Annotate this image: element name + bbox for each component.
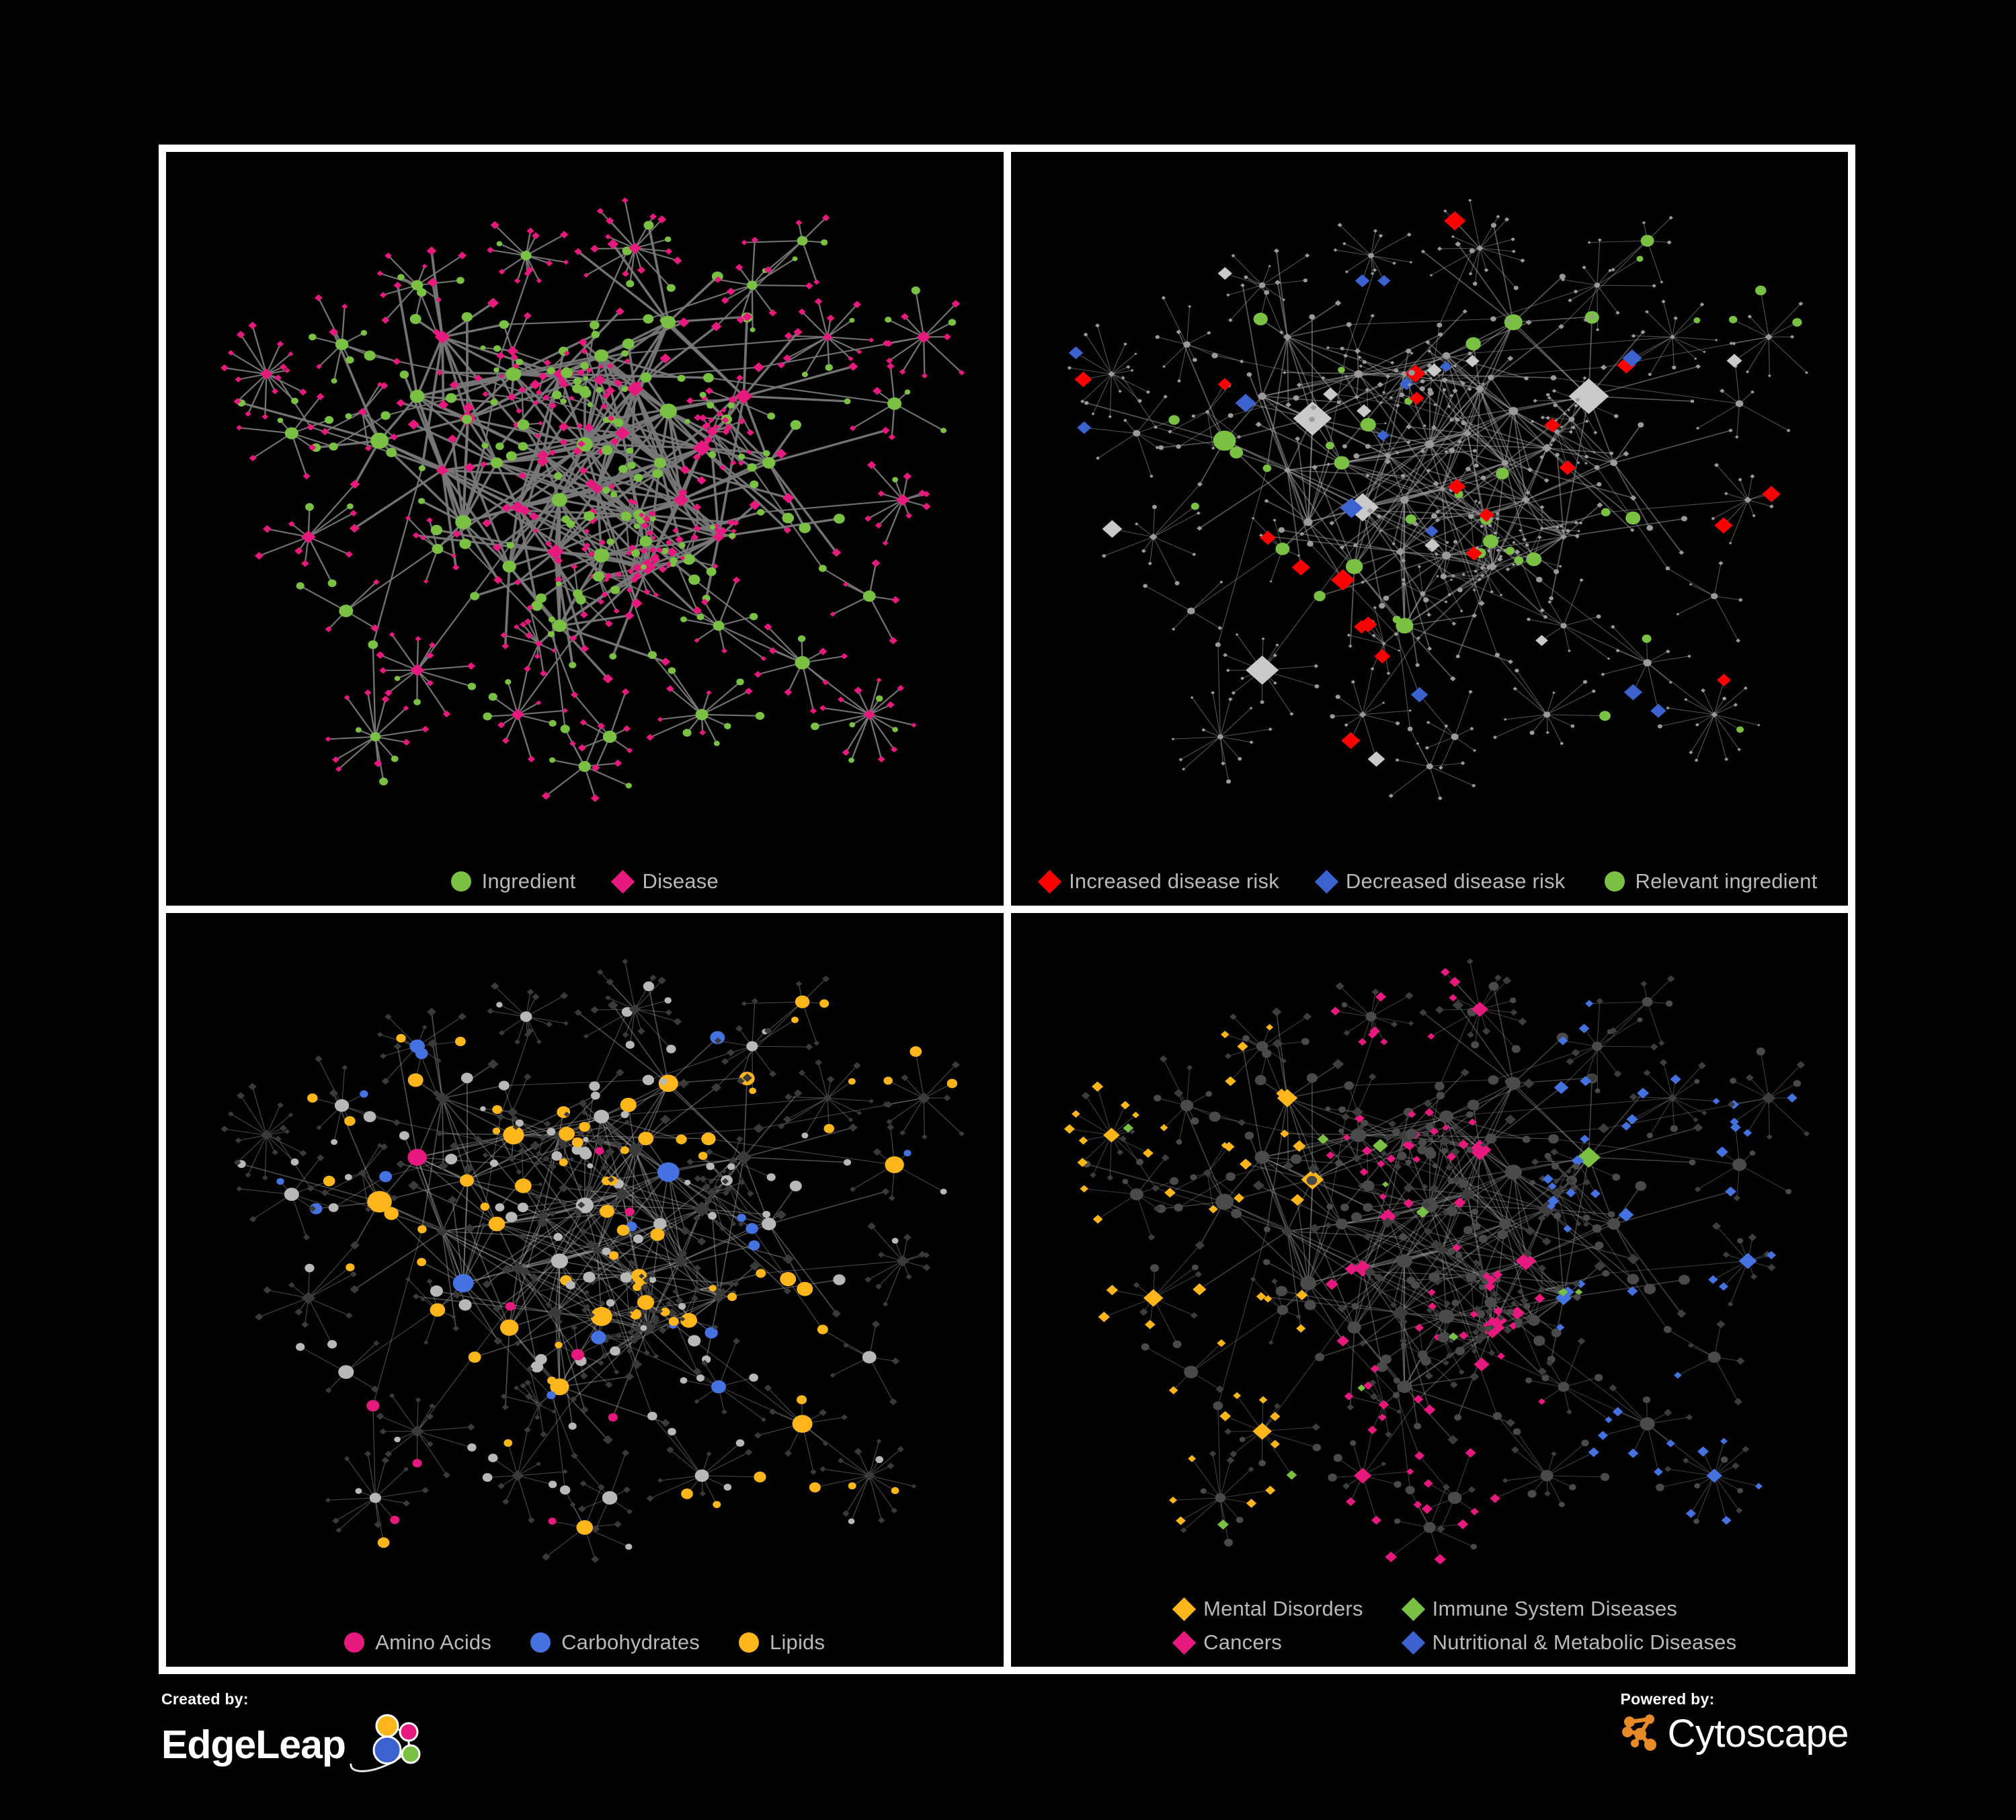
carbohydrates-circle-icon <box>530 1632 551 1653</box>
decreased-risk-diamond-icon <box>1314 869 1339 894</box>
legend-item-label: Mental Disorders <box>1203 1597 1363 1620</box>
legend-item-label: Disease <box>642 869 719 893</box>
legend-item-label: Amino Acids <box>375 1630 492 1654</box>
legend-item[interactable]: Amino Acids <box>344 1630 491 1655</box>
cytoscape-wordmark: Cytoscape <box>1667 1711 1849 1755</box>
legend-disease-category: Mental Disorders Immune System Diseases … <box>1011 1597 1849 1655</box>
edgeleap-logo-icon <box>346 1711 426 1778</box>
network-graph-nutrient-class[interactable] <box>166 913 1004 1579</box>
amino-acids-circle-icon <box>344 1632 365 1653</box>
legend-item[interactable]: Decreased disease risk <box>1314 869 1566 894</box>
relevant-ingredient-circle-icon <box>1604 871 1625 892</box>
legend-item[interactable]: Cancers <box>1172 1630 1363 1655</box>
legend-item-label: Relevant ingredient <box>1635 869 1818 893</box>
legend-item-label: Cancers <box>1203 1630 1282 1654</box>
legend-item[interactable]: Increased disease risk <box>1037 869 1279 894</box>
legend-item[interactable]: Carbohydrates <box>530 1630 700 1655</box>
legend-item-label: Ingredient <box>481 869 576 893</box>
legend-item[interactable]: Ingredient <box>450 869 576 894</box>
disease-diamond-icon <box>611 869 635 894</box>
mental-disorders-diamond-icon <box>1172 1597 1197 1621</box>
legend-item-label: Immune System Diseases <box>1432 1597 1678 1620</box>
lipids-circle-icon <box>739 1632 759 1653</box>
cytoscape-logo-icon <box>1620 1711 1662 1756</box>
network-graph-disease-category[interactable] <box>1011 913 1849 1579</box>
network-graph-ingredient-disease[interactable] <box>166 152 1004 818</box>
immune-system-diseases-diamond-icon <box>1401 1597 1425 1621</box>
network-graph-disease-risk[interactable] <box>1011 152 1849 818</box>
created-by-caption: Created by: <box>161 1690 249 1708</box>
increased-risk-diamond-icon <box>1037 869 1062 894</box>
panel-disease-category-network[interactable]: Mental Disorders Immune System Diseases … <box>1010 913 1849 1667</box>
ingredient-circle-icon <box>450 871 471 892</box>
footer-branding: Created by: EdgeLeap Powered by: <box>159 1686 1855 1807</box>
legend-item[interactable]: Lipids <box>739 1630 825 1655</box>
legend-item[interactable]: Nutritional & Metabolic Diseases <box>1401 1630 1737 1655</box>
legend-item-label: Increased disease risk <box>1069 869 1279 893</box>
panel-nutrient-class-network[interactable]: Amino Acids Carbohydrates Lipids <box>166 913 1004 1667</box>
legend-item-label: Carbohydrates <box>561 1630 700 1654</box>
legend-nutrient-class: Amino Acids Carbohydrates Lipids <box>166 1630 1004 1655</box>
edgeleap-wordmark: EdgeLeap <box>161 1722 346 1767</box>
legend-item[interactable]: Disease <box>611 869 719 894</box>
legend-item-label: Decreased disease risk <box>1345 869 1566 893</box>
legend-item[interactable]: Mental Disorders <box>1172 1597 1363 1621</box>
legend-item[interactable]: Relevant ingredient <box>1604 869 1818 894</box>
legend-item[interactable]: Immune System Diseases <box>1401 1597 1737 1621</box>
legend-ingredient-disease: Ingredient Disease <box>166 869 1004 894</box>
edgeleap-brand[interactable]: Created by: EdgeLeap <box>161 1690 426 1778</box>
nutritional-metabolic-diseases-diamond-icon <box>1401 1630 1425 1655</box>
legend-item-label: Nutritional & Metabolic Diseases <box>1432 1630 1737 1654</box>
legend-disease-risk: Increased disease risk Decreased disease… <box>1011 869 1849 894</box>
panel-disease-risk-network[interactable]: Increased disease risk Decreased disease… <box>1010 152 1849 906</box>
cytoscape-brand[interactable]: Powered by: <box>1620 1690 1849 1756</box>
figure-frame: Ingredient Disease Increased disease ris… <box>159 145 1855 1674</box>
panel-ingredient-disease-network[interactable]: Ingredient Disease <box>166 152 1004 906</box>
cancers-diamond-icon <box>1172 1630 1197 1655</box>
legend-item-label: Lipids <box>770 1630 825 1654</box>
powered-by-caption: Powered by: <box>1620 1690 1715 1708</box>
